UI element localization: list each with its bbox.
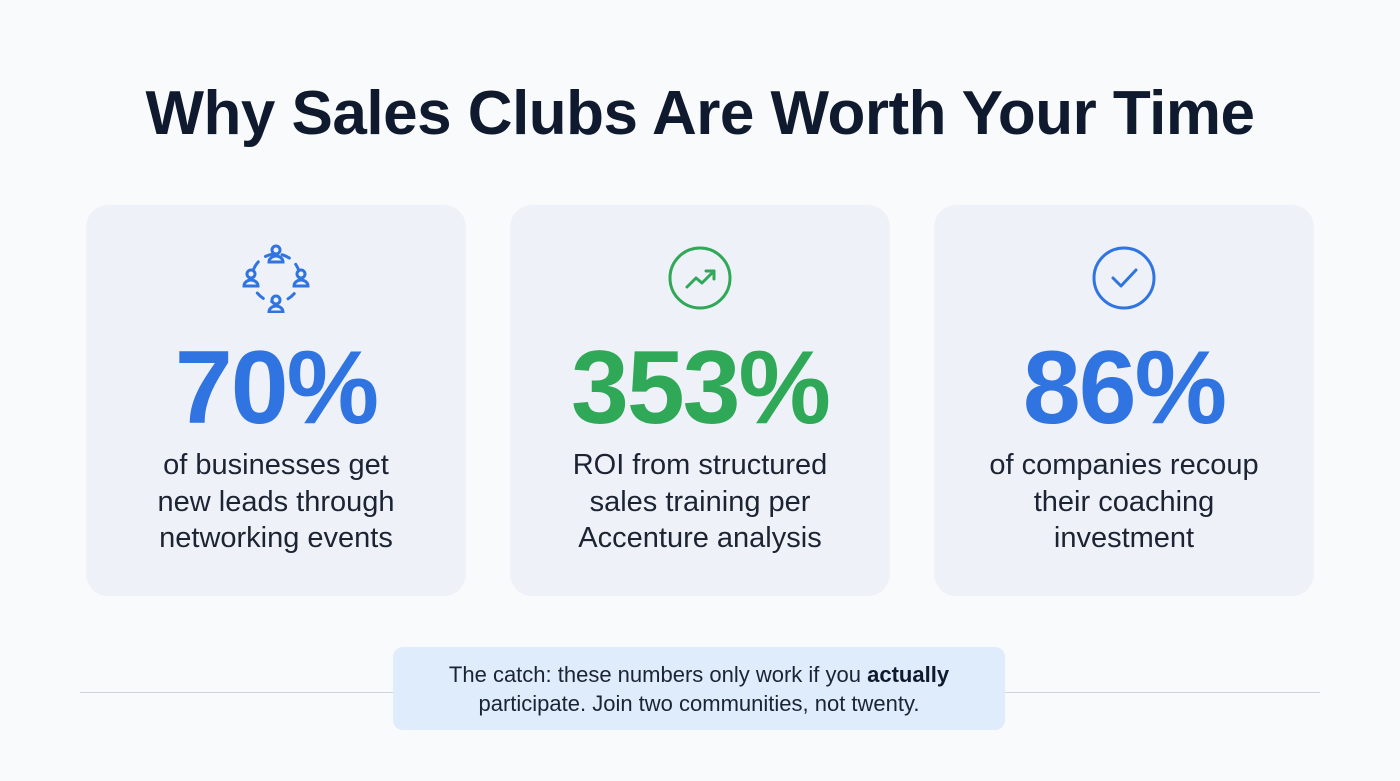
check-circle-icon (1092, 246, 1156, 310)
stat-description: ROI from structured sales training per A… (530, 447, 870, 557)
trending-up-icon (668, 246, 732, 310)
network-people-icon (242, 244, 310, 313)
desc-line: ROI from structured (572, 449, 828, 481)
stat-description: of companies recoup their coaching inves… (954, 447, 1294, 557)
desc-line: new leads through (157, 485, 395, 518)
callout-text: participate. Join two communities, not t… (478, 691, 920, 716)
stat-value: 70% (174, 330, 379, 446)
stat-card-coaching: 86% of companies recoup their coaching i… (934, 205, 1314, 596)
desc-line: of businesses get (163, 449, 389, 481)
desc-line: networking events (159, 522, 393, 554)
desc-line: their coaching (1033, 485, 1215, 518)
desc-line: investment (1053, 522, 1195, 554)
stat-value: 353% (571, 330, 831, 446)
desc-line: sales training per (589, 485, 811, 518)
stat-description: of businesses get new leads through netw… (106, 447, 446, 557)
desc-line: of companies recoup (989, 449, 1259, 481)
stat-value: 86% (1022, 330, 1227, 446)
callout-text: The catch: these numbers only work if yo… (448, 662, 868, 687)
stat-card-roi: 353% ROI from structured sales training … (510, 205, 890, 596)
callout-emphasis: actually (867, 662, 950, 687)
desc-line: Accenture analysis (578, 522, 822, 554)
callout-note: The catch: these numbers only work if yo… (393, 647, 1005, 730)
stat-card-networking: 70% of businesses get new leads through … (86, 205, 466, 596)
page-title: Why Sales Clubs Are Worth Your Time (145, 79, 1255, 148)
